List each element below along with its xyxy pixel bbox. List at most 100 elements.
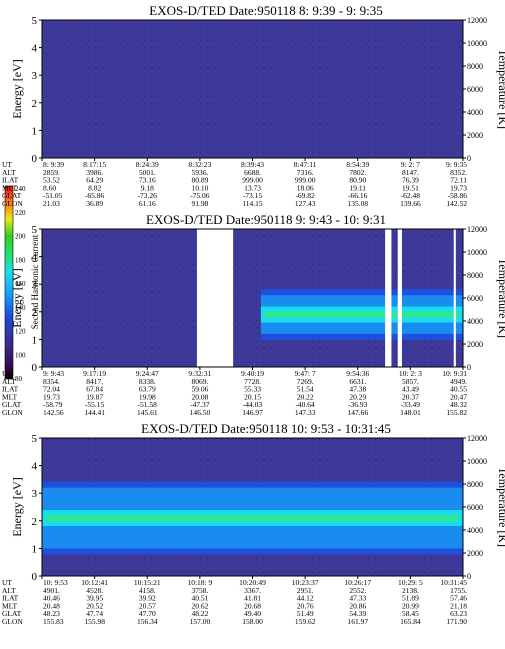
orbit-row-value: -55.15 bbox=[85, 400, 105, 409]
orbit-row-value: 9: 9:35 bbox=[446, 160, 467, 169]
orbit-row-value: -62.48 bbox=[401, 191, 421, 200]
orbit-row-value: 20.29 bbox=[349, 392, 366, 401]
orbit-row-value: -40.64 bbox=[295, 400, 315, 409]
orbit-row-value: 2859. bbox=[43, 168, 60, 177]
orbit-row-value: 47.33 bbox=[349, 594, 366, 603]
orbit-row-label: GLAT bbox=[2, 609, 22, 618]
orbit-row-value: -44.03 bbox=[243, 400, 263, 409]
orbit-row-value: -66.16 bbox=[348, 191, 368, 200]
orbit-row-value: 20.52 bbox=[86, 601, 103, 610]
data-gap bbox=[453, 229, 456, 367]
orbit-row-value: 19.98 bbox=[139, 392, 156, 401]
orbit-row-value: 9:47: 7 bbox=[295, 369, 316, 378]
y2-tick-label: 2000 bbox=[467, 131, 483, 140]
y-tick-label: 3 bbox=[32, 279, 38, 291]
spectrogram-panel-2: EXOS-D/TED Date:950118 9: 9:43 - 10: 9:3… bbox=[2, 212, 505, 417]
colorbar-tick-label: 200 bbox=[15, 233, 26, 241]
orbit-row-value: 19.87 bbox=[86, 392, 103, 401]
orbit-row-value: 9:32:31 bbox=[188, 369, 211, 378]
orbit-row-value: 41.81 bbox=[244, 594, 261, 603]
orbit-row-value: 21.18 bbox=[450, 601, 467, 610]
orbit-row-value: 145.61 bbox=[137, 408, 158, 417]
orbit-row-value: 7316. bbox=[297, 168, 314, 177]
y2-tick-label: 10000 bbox=[467, 457, 487, 466]
orbit-row-value: 63.79 bbox=[139, 385, 156, 394]
colorbar-tick-label: 100 bbox=[15, 351, 26, 359]
orbit-row-value: -58.79 bbox=[43, 400, 63, 409]
orbit-row-value: 8:47:11 bbox=[294, 160, 317, 169]
orbit-row-value: 47.70 bbox=[139, 609, 156, 618]
y-axis-label: Energy [eV] bbox=[10, 59, 24, 118]
orbit-row-value: 47.38 bbox=[349, 385, 366, 394]
orbit-row-value: 147.33 bbox=[295, 408, 316, 417]
orbit-row-value: 147.66 bbox=[347, 408, 368, 417]
orbit-row-value: -65.86 bbox=[85, 191, 105, 200]
orbit-row-value: 73.16 bbox=[139, 176, 156, 185]
orbit-row-value: 142.56 bbox=[43, 408, 64, 417]
orbit-row-value: 8.82 bbox=[88, 183, 101, 192]
orbit-row-label: MLT bbox=[2, 392, 18, 401]
orbit-row-value: 3986. bbox=[86, 168, 103, 177]
y-tick-label: 0 bbox=[32, 571, 38, 583]
orbit-row-value: 53.52 bbox=[43, 176, 60, 185]
orbit-row-value: 4528. bbox=[86, 586, 103, 595]
orbit-row-value: 146.50 bbox=[190, 408, 211, 417]
y-tick-label: 1 bbox=[32, 543, 38, 555]
orbit-row-value: 40.46 bbox=[43, 594, 60, 603]
orbit-row-value: 51.49 bbox=[297, 609, 314, 618]
orbit-row-value: 7802. bbox=[349, 168, 366, 177]
orbit-row-value: 20.48 bbox=[43, 601, 60, 610]
orbit-row-value: 19.73 bbox=[43, 392, 60, 401]
colorbar-gradient bbox=[4, 185, 14, 380]
colorbar-tick-label: 220 bbox=[15, 209, 26, 217]
orbit-row-label: GLON bbox=[2, 617, 23, 626]
orbit-row-value: 6631. bbox=[349, 377, 366, 386]
orbit-row-value: 10:18: 9 bbox=[187, 578, 212, 587]
y2-tick-label: 10000 bbox=[467, 39, 487, 48]
orbit-row-value: 4901. bbox=[43, 586, 60, 595]
orbit-row-value: 18.06 bbox=[297, 183, 314, 192]
panel-title: EXOS-D/TED Date:950118 8: 9:39 - 9: 9:35 bbox=[149, 3, 383, 18]
orbit-row-value: 55.33 bbox=[244, 385, 261, 394]
colorbar-label: Second Harmonic Current bbox=[30, 234, 40, 329]
band-peak bbox=[46, 515, 459, 522]
orbit-row-value: 7269. bbox=[297, 377, 314, 386]
orbit-row-value: -47.37 bbox=[190, 400, 210, 409]
orbit-row-value: 155.83 bbox=[43, 617, 64, 626]
orbit-row-value: 999.00 bbox=[295, 176, 316, 185]
orbit-row-value: 10:31:45 bbox=[440, 578, 467, 587]
orbit-row-value: 76.39 bbox=[402, 176, 419, 185]
orbit-row-value: 4158. bbox=[139, 586, 156, 595]
orbit-row-value: 36.89 bbox=[86, 199, 103, 208]
orbit-row-value: 67.84 bbox=[86, 385, 103, 394]
y-tick-label: 3 bbox=[32, 488, 38, 500]
y2-tick-label: 10000 bbox=[467, 248, 487, 257]
data-gap bbox=[397, 229, 402, 367]
data-gap bbox=[385, 229, 392, 367]
orbit-row-label: MLT bbox=[2, 183, 18, 192]
orbit-row-value: 8:54:39 bbox=[346, 160, 369, 169]
y2-axis-label: Temperature [K] bbox=[496, 49, 505, 129]
y2-tick-label: 4000 bbox=[467, 108, 483, 117]
orbit-row-label: UT bbox=[2, 369, 12, 378]
orbit-row-value: 54.39 bbox=[349, 609, 366, 618]
orbit-row-value: 64.29 bbox=[86, 176, 103, 185]
orbit-row-value: 10:20:49 bbox=[239, 578, 266, 587]
orbit-row-value: 21.03 bbox=[43, 199, 60, 208]
y2-tick-label: 6000 bbox=[467, 85, 483, 94]
orbit-row-value: 2552. bbox=[349, 586, 366, 595]
orbit-row-value: -51.05 bbox=[43, 191, 63, 200]
orbit-row-value: 159.62 bbox=[295, 617, 316, 626]
orbit-row-value: 63.23 bbox=[450, 609, 467, 618]
orbit-row-value: -33.49 bbox=[401, 400, 421, 409]
y-tick-label: 2 bbox=[32, 307, 38, 319]
orbit-row-value: 155.82 bbox=[446, 408, 467, 417]
orbit-row-value: 1755. bbox=[450, 586, 467, 595]
orbit-row-value: 8069. bbox=[191, 377, 208, 386]
orbit-row-value: 19.11 bbox=[349, 183, 366, 192]
orbit-row-value: 20.62 bbox=[191, 601, 208, 610]
orbit-row-value: 9: 9:43 bbox=[43, 369, 64, 378]
y2-tick-label: 12000 bbox=[467, 434, 487, 443]
orbit-row-value: 10: 9:53 bbox=[43, 578, 68, 587]
